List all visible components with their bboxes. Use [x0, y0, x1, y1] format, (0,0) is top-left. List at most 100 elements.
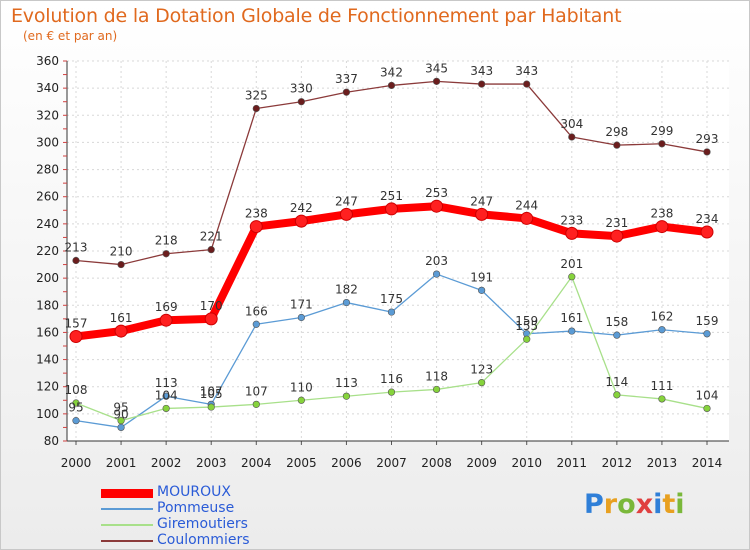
data-point-mouroux	[430, 199, 444, 213]
x-tick-label: 2008	[421, 456, 452, 470]
data-label-pommeuse: 113	[155, 376, 178, 390]
data-label-coulommiers: 221	[200, 230, 223, 244]
data-point-pommeuse	[252, 320, 260, 328]
y-tick-label: 280	[36, 163, 59, 177]
chart-title: Evolution de la Dotation Globale de Fonc…	[11, 5, 622, 27]
data-label-pommeuse: 158	[605, 315, 628, 329]
data-point-coulommiers	[703, 148, 711, 156]
legend-swatch	[101, 508, 153, 510]
chart-subtitle: (en € et par an)	[23, 29, 118, 43]
x-tick-label: 2005	[286, 456, 317, 470]
legend-swatch	[101, 488, 153, 498]
legend-label: Coulommiers	[157, 532, 250, 548]
x-tick-label: 2001	[106, 456, 137, 470]
data-label-mouroux: 253	[425, 186, 448, 200]
data-label-mouroux: 238	[245, 207, 268, 221]
x-tick-label: 2006	[331, 456, 362, 470]
data-point-pommeuse	[72, 417, 80, 425]
data-point-coulommiers	[162, 250, 170, 258]
x-tick-label: 2009	[466, 456, 497, 470]
data-point-pommeuse	[568, 327, 576, 335]
data-label-pommeuse: 107	[200, 384, 223, 398]
data-point-mouroux	[475, 207, 489, 221]
data-label-giremoutiers: 107	[245, 384, 268, 398]
data-point-mouroux	[655, 220, 669, 234]
data-point-giremoutiers	[387, 388, 396, 396]
x-tick-label: 2012	[602, 456, 633, 470]
data-label-coulommiers: 345	[425, 61, 448, 75]
legend-label: MOUROUX	[157, 484, 231, 500]
y-tick-label: 300	[36, 135, 59, 149]
data-label-pommeuse: 182	[335, 283, 358, 297]
proxiti-logo: Proxiti	[584, 489, 685, 520]
data-label-giremoutiers: 123	[470, 363, 493, 377]
data-point-coulommiers	[342, 88, 351, 96]
data-point-coulommiers	[387, 81, 396, 90]
data-label-giremoutiers: 116	[380, 372, 403, 386]
data-point-coulommiers	[523, 80, 531, 88]
data-label-coulommiers: 299	[650, 124, 673, 138]
data-label-mouroux: 238	[650, 207, 673, 221]
data-label-giremoutiers: 155	[515, 319, 538, 333]
y-tick-label: 200	[36, 271, 59, 285]
x-tick-label: 2004	[241, 456, 272, 470]
data-label-pommeuse: 90	[113, 407, 128, 421]
data-point-mouroux	[520, 211, 534, 225]
x-tick-label: 2013	[647, 456, 678, 470]
data-label-pommeuse: 95	[68, 401, 83, 415]
data-label-coulommiers: 325	[245, 89, 268, 103]
data-point-mouroux	[700, 225, 714, 239]
data-point-pommeuse	[613, 331, 621, 339]
y-tick-label: 100	[36, 407, 59, 421]
data-point-giremoutiers	[523, 335, 531, 343]
logo-letter: x	[635, 489, 654, 520]
data-label-giremoutiers: 111	[650, 379, 673, 393]
data-label-mouroux: 157	[65, 317, 88, 331]
data-point-giremoutiers	[207, 403, 215, 411]
y-tick-label: 180	[36, 298, 59, 312]
data-point-coulommiers	[207, 246, 215, 254]
data-label-pommeuse: 166	[245, 304, 268, 318]
data-point-mouroux	[339, 207, 353, 221]
data-point-pommeuse	[387, 308, 396, 316]
y-tick-label: 160	[36, 325, 59, 339]
data-point-pommeuse	[432, 270, 441, 278]
data-point-coulommiers	[252, 104, 260, 113]
x-tick-label: 2007	[376, 456, 407, 470]
data-label-mouroux: 244	[515, 198, 538, 212]
legend-label: Pommeuse	[157, 500, 235, 516]
data-point-mouroux	[294, 214, 308, 228]
y-tick-label: 240	[36, 217, 59, 231]
y-tick-label: 260	[36, 190, 59, 204]
data-point-giremoutiers	[478, 379, 486, 387]
data-point-giremoutiers	[568, 273, 576, 281]
y-tick-label: 220	[36, 244, 59, 258]
data-point-coulommiers	[478, 80, 486, 88]
logo-letter: i	[653, 489, 663, 520]
data-point-giremoutiers	[658, 395, 666, 403]
data-label-coulommiers: 343	[470, 64, 493, 78]
data-point-pommeuse	[478, 286, 486, 294]
data-point-pommeuse	[117, 423, 125, 432]
data-point-mouroux	[385, 202, 398, 216]
data-label-giremoutiers: 110	[290, 380, 313, 394]
data-point-pommeuse	[342, 298, 351, 307]
data-label-coulommiers: 342	[380, 65, 403, 79]
data-label-mouroux: 231	[605, 216, 628, 230]
data-label-mouroux: 170	[200, 299, 223, 313]
y-tick-label: 340	[36, 81, 59, 95]
data-point-coulommiers	[658, 140, 666, 148]
data-point-pommeuse	[658, 326, 666, 334]
data-point-coulommiers	[72, 256, 80, 265]
data-label-mouroux: 161	[110, 311, 133, 325]
data-label-giremoutiers: 108	[65, 383, 88, 397]
data-label-pommeuse: 203	[425, 254, 448, 268]
legend-swatch	[101, 524, 153, 526]
x-tick-label: 2010	[511, 456, 542, 470]
data-point-pommeuse	[703, 330, 711, 338]
data-label-coulommiers: 343	[515, 64, 538, 78]
data-label-pommeuse: 162	[650, 310, 673, 324]
data-label-giremoutiers: 114	[605, 375, 628, 389]
data-point-giremoutiers	[117, 417, 125, 425]
